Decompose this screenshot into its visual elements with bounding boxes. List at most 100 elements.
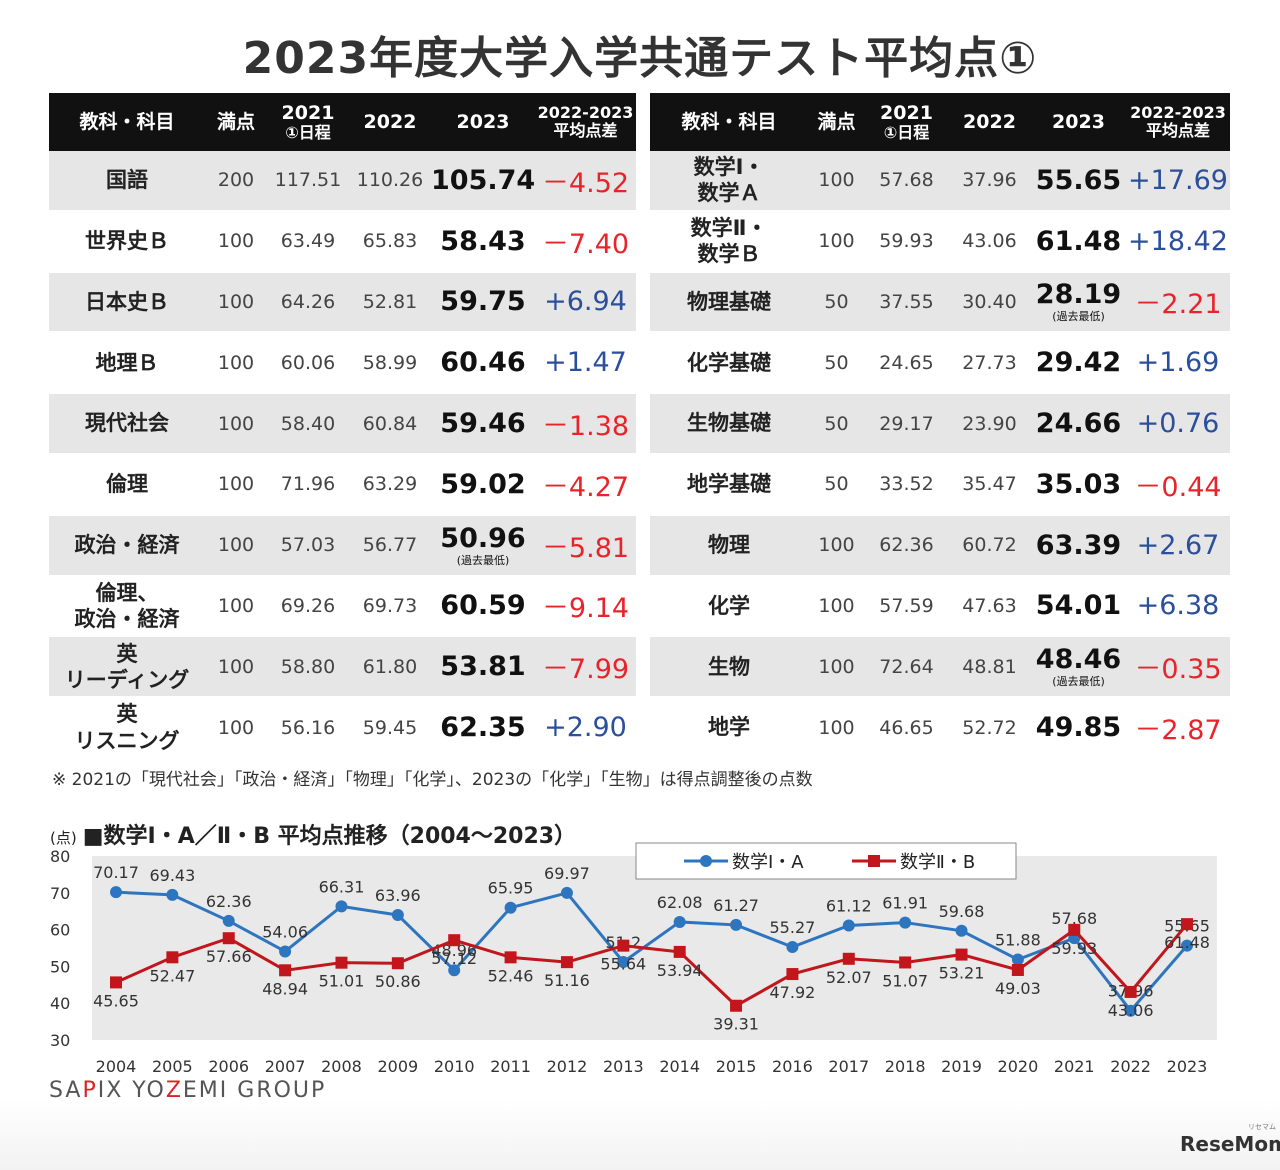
table-row: 倫理、 政治・経済 100 69.26 69.73 60.59 －9.14 (49, 575, 636, 638)
diff-cell: －4.52 (535, 151, 636, 212)
avg-2021-cell: 63.49 (267, 210, 349, 273)
avg-2023-value: 59.75 (440, 286, 526, 318)
table-row: 倫理 100 71.96 63.29 59.02 －4.27 (49, 453, 636, 516)
table-row: 英 リーディング 100 58.80 61.80 53.81 －7.99 (49, 636, 636, 699)
avg-2022-cell: 56.77 (349, 514, 431, 577)
y-tick-label: 80 (50, 847, 70, 866)
legend-label-2: 数学Ⅱ・B (900, 852, 975, 873)
avg-2023-cell: 29.42 (1031, 332, 1126, 395)
avg-2022-cell: 35.47 (948, 453, 1031, 516)
legend-marker-1 (700, 855, 712, 867)
avg-2021-cell: 56.16 (267, 697, 349, 759)
avg-2022-cell: 52.81 (349, 271, 431, 334)
data-label: 57.12 (431, 949, 477, 968)
data-point (730, 999, 743, 1012)
avg-2023-cell: 61.48 (1031, 210, 1126, 273)
full-score-cell: 100 (808, 697, 865, 759)
data-point (1011, 953, 1024, 966)
data-point (166, 888, 179, 901)
x-tick-label: 2007 (265, 1057, 306, 1076)
diff-cell: +0.76 (1126, 393, 1230, 455)
x-tick-label: 2019 (941, 1057, 982, 1076)
avg-2023-value: 54.01 (1035, 590, 1122, 622)
avg-2023-value: 60.59 (440, 590, 526, 622)
diff-cell: －1.38 (535, 393, 636, 455)
table-row: 政治・経済 100 57.03 56.77 50.96 (過去最低) －5.81 (49, 514, 636, 577)
data-label: 69.43 (149, 866, 195, 885)
data-point (673, 915, 686, 928)
full-score-cell: 100 (808, 151, 865, 212)
data-label: 61.91 (882, 894, 928, 913)
full-score-cell: 50 (808, 271, 865, 334)
avg-2023-cell: 62.35 (431, 697, 535, 759)
data-label: 66.31 (319, 877, 365, 896)
data-label: 43.06 (1108, 1001, 1154, 1020)
table-header-row: 教科・科目 満点 2021 ①日程 2022 2023 2022-2023 平均点差 (650, 93, 1230, 151)
subject-cell: 生物基礎 (650, 393, 808, 455)
diff-cell: －7.99 (535, 636, 636, 699)
x-tick-label: 2006 (208, 1057, 249, 1076)
header-2022: 2022 (948, 93, 1031, 151)
x-tick-label: 2016 (772, 1057, 813, 1076)
avg-2023-value: 28.19 (1035, 279, 1122, 311)
data-point (110, 886, 122, 899)
series-line-2 (115, 923, 1189, 1008)
subject-cell: 現代社会 (49, 393, 205, 455)
data-label: 70.17 (93, 863, 139, 882)
data-point (1124, 985, 1137, 998)
avg-2021-cell: 24.65 (865, 332, 948, 395)
header-diff-bottom: 平均点差 (553, 121, 618, 140)
subject-cell: 地理Ｂ (49, 332, 205, 395)
data-label: 50.86 (375, 972, 421, 991)
data-point (673, 945, 686, 958)
data-point (955, 924, 968, 937)
avg-2022-cell: 30.40 (948, 271, 1031, 334)
header-diff-bottom: 平均点差 (1145, 121, 1210, 140)
subject-cell: 英 リスニング (49, 697, 205, 759)
avg-2021-cell: 37.55 (865, 271, 948, 334)
table-row: 英 リスニング 100 56.16 59.45 62.35 +2.90 (49, 697, 636, 759)
avg-2023-value: 35.03 (1035, 468, 1122, 500)
table-row: 地理Ｂ 100 60.06 58.99 60.46 +1.47 (49, 332, 636, 395)
avg-2023-cell: 49.85 (1031, 697, 1126, 759)
data-label: 53.94 (657, 961, 703, 980)
full-score-cell: 50 (808, 393, 865, 455)
subject-cell: 数学Ⅱ・ 数学Ｂ (650, 210, 808, 273)
avg-2022-cell: 59.45 (349, 697, 431, 759)
data-point (1124, 1004, 1137, 1017)
diff-cell: +6.94 (535, 271, 636, 334)
chart-title-text: ■数学Ⅰ・A／Ⅱ・B 平均点推移（2004～2023） (82, 824, 577, 849)
data-label: 62.08 (657, 893, 703, 912)
record-low-note: (過去最低) (1052, 675, 1105, 689)
data-point (617, 939, 630, 952)
brand-logo: SAPIX YOZEMI GROUP (49, 1078, 327, 1103)
subject-cell: 地学 (650, 697, 808, 759)
data-label: 55.27 (770, 918, 816, 937)
avg-2021-cell: 69.26 (267, 575, 349, 638)
data-point (1181, 939, 1193, 952)
record-low-note: (過去最低) (456, 553, 510, 567)
x-tick-label: 2008 (321, 1057, 362, 1076)
x-tick-label: 2013 (603, 1057, 644, 1076)
avg-2022-cell: 27.73 (948, 332, 1031, 395)
data-point (842, 952, 855, 965)
diff-cell: +1.69 (1126, 332, 1230, 395)
data-label: 51.16 (544, 971, 590, 990)
avg-2022-cell: 37.96 (948, 151, 1031, 212)
data-point (786, 941, 799, 954)
subject-cell: 日本史Ｂ (49, 271, 205, 334)
data-point (560, 886, 573, 899)
data-point (279, 945, 292, 958)
subject-cell: 化学基礎 (650, 332, 808, 395)
data-point (222, 932, 235, 945)
avg-2023-value: 53.81 (440, 651, 526, 683)
avg-2023-cell: 59.02 (431, 453, 535, 516)
full-score-cell: 100 (808, 575, 865, 638)
data-point (335, 900, 348, 913)
footnote: ※ 2021の「現代社会」「政治・経済」「物理」「化学」、2023の「化学」「生… (52, 770, 813, 790)
full-score-cell: 100 (808, 514, 865, 577)
table-row: 化学 100 57.59 47.63 54.01 +6.38 (650, 575, 1230, 638)
full-score-cell: 100 (205, 271, 267, 334)
data-point (279, 964, 292, 977)
header-full: 満点 (808, 93, 865, 151)
